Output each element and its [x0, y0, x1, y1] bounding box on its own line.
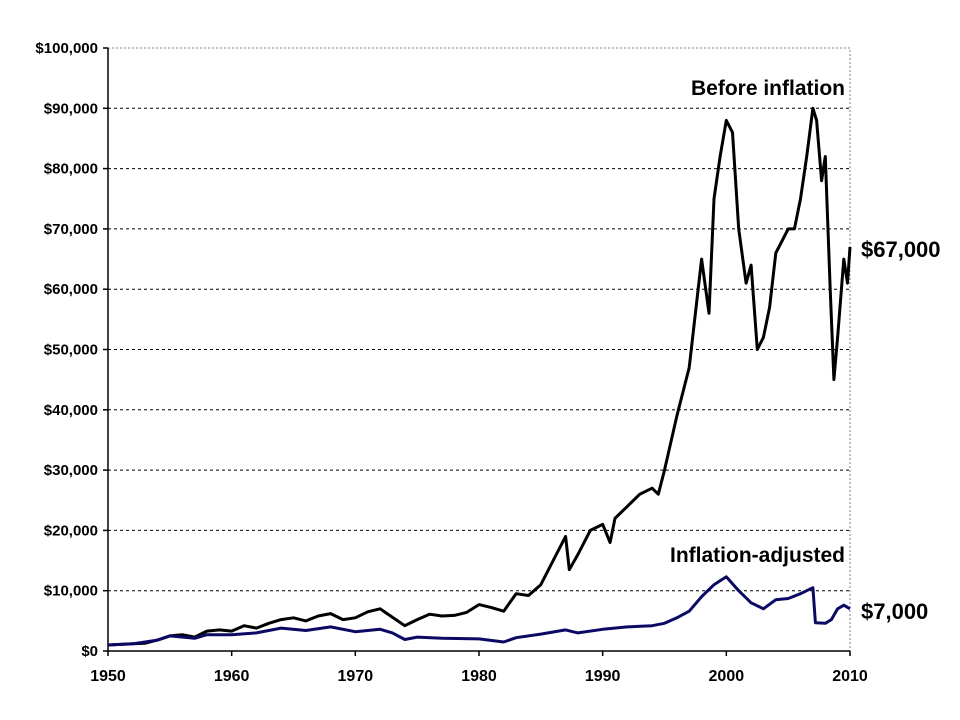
y-tick-label: $80,000 — [44, 161, 98, 178]
series-label-before-inflation: Before inflation — [691, 77, 845, 100]
series-label-inflation-adjusted: Inflation-adjusted — [670, 544, 845, 567]
y-tick-label: $70,000 — [44, 221, 98, 238]
y-tick-label: $40,000 — [44, 402, 98, 419]
y-tick-label: $60,000 — [44, 281, 98, 298]
x-tick-label: 2000 — [709, 668, 745, 685]
y-tick-label: $30,000 — [44, 462, 98, 479]
y-tick-label: $20,000 — [44, 522, 98, 539]
end-label-before-inflation: $67,000 — [861, 237, 941, 262]
x-tick-label: 1960 — [214, 668, 250, 685]
series-line-inflation-adjusted — [107, 575, 851, 647]
y-tick-label: $50,000 — [44, 342, 98, 359]
y-tick-label: $10,000 — [44, 583, 98, 600]
series-line-before-inflation — [107, 106, 852, 647]
series-layer — [107, 106, 852, 647]
x-tick-label: 1950 — [90, 668, 126, 685]
x-tick-labels: 1950 1960 1970 1980 1990 2000 2010 — [90, 651, 868, 685]
y-tick-labels: $0 $10,000 $20,000 $30,000 $40,000 $50,000 $60… — [35, 40, 108, 660]
y-tick-label: $100,000 — [35, 40, 98, 57]
x-tick-label: 1990 — [585, 668, 621, 685]
end-label-inflation-adjusted: $7,000 — [861, 599, 928, 624]
y-tick-label: $0 — [81, 643, 98, 660]
grid-layer — [108, 107, 850, 592]
x-tick-label: 2010 — [832, 668, 868, 685]
x-tick-label: 1980 — [461, 668, 497, 685]
x-tick-label: 1970 — [338, 668, 374, 685]
y-tick-label: $90,000 — [44, 100, 98, 117]
